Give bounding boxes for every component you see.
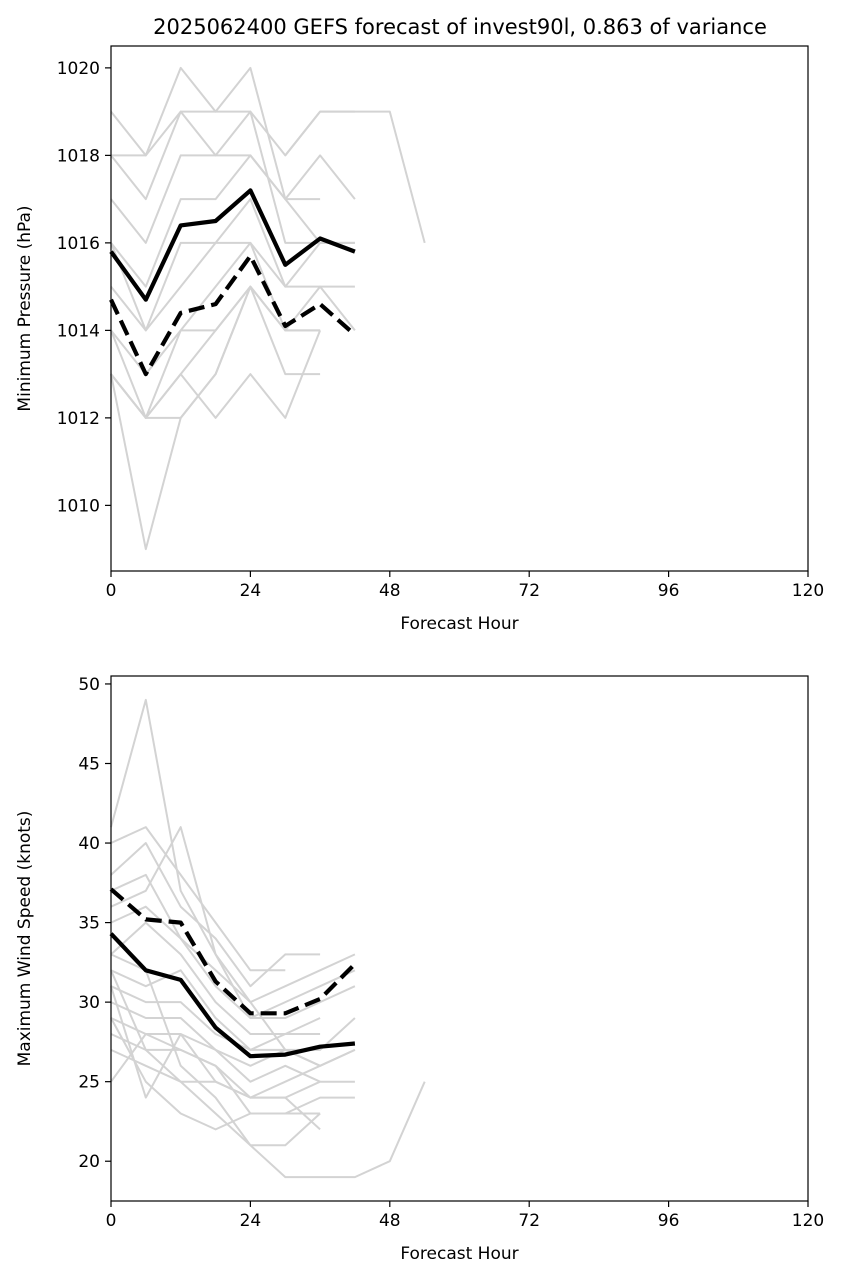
wind-axes-frame [110, 675, 809, 1202]
wind-x-tick-label: 0 [106, 1211, 117, 1231]
pressure-y-ticks: 1010 1012 1014 1016 1018 1020 [57, 59, 111, 516]
wind-summary-lines [109, 887, 357, 1059]
pressure-ensemble-member-line [110, 66, 356, 201]
wind-panel: 0 24 48 72 96 120 20 25 30 35 40 45 50 Forecast Hou… [15, 675, 824, 1264]
pressure-y-tick-label: 1014 [57, 321, 100, 341]
pressure-ensemble-member-line [284, 110, 426, 244]
wind-y-tick-label: 20 [78, 1152, 100, 1172]
pressure-y-tick-label: 1016 [57, 234, 100, 254]
wind-solid-summary-line [109, 932, 356, 1059]
wind-ensemble-member-line [110, 1017, 321, 1131]
pressure-dashed-summary-line [109, 253, 357, 377]
pressure-x-ticks: 0 24 48 72 96 120 [106, 571, 824, 601]
pressure-y-tick-label: 1018 [57, 146, 100, 166]
wind-y-tick-label: 40 [78, 834, 100, 854]
wind-y-ticks: 20 25 30 35 40 45 50 [78, 675, 111, 1172]
wind-y-tick-label: 50 [78, 675, 100, 695]
pressure-x-tick-label: 120 [792, 581, 824, 601]
wind-y-tick-label: 25 [78, 1073, 100, 1093]
pressure-ensemble-member-line [110, 285, 321, 419]
pressure-ensemble-member-line [110, 286, 252, 551]
pressure-y-tick-label: 1020 [57, 59, 100, 79]
wind-ensemble-member-line [110, 873, 356, 1004]
wind-y-axis-label: Maximum Wind Speed (knots) [15, 811, 35, 1067]
wind-dashed-summary-line [109, 887, 357, 1016]
wind-x-tick-label: 72 [518, 1211, 540, 1231]
pressure-ensemble-lines [110, 66, 426, 551]
pressure-y-tick-label: 1010 [57, 496, 100, 516]
wind-ensemble-member-line [110, 905, 356, 1019]
pressure-ensemble-member-line [110, 198, 355, 332]
wind-ensemble-member-line [110, 842, 321, 988]
pressure-solid-summary-line [109, 188, 356, 302]
pressure-ensemble-member-line [110, 330, 322, 419]
pressure-x-tick-label: 96 [658, 581, 680, 601]
wind-ensemble-member-line [110, 826, 356, 1019]
wind-ensemble-lines [110, 698, 426, 1179]
wind-ensemble-member-line [110, 969, 426, 1179]
pressure-ensemble-member-line [110, 241, 355, 332]
pressure-x-tick-label: 48 [379, 581, 401, 601]
wind-x-axis-label: Forecast Hour [400, 1244, 518, 1264]
wind-ensemble-member-line [110, 985, 321, 1131]
pressure-x-axis-label: Forecast Hour [400, 614, 518, 634]
wind-x-tick-label: 48 [379, 1211, 401, 1231]
pressure-ensemble-member-line [110, 154, 321, 288]
wind-ensemble-member-line [110, 1001, 356, 1067]
wind-ensemble-member-line [110, 826, 286, 972]
pressure-summary-lines [109, 188, 357, 377]
pressure-axes-frame [110, 45, 809, 572]
wind-x-ticks: 0 24 48 72 96 120 [106, 1201, 824, 1231]
wind-y-tick-label: 45 [78, 755, 100, 775]
pressure-y-axis-label: Minimum Pressure (hPa) [15, 205, 35, 411]
pressure-ensemble-member-line [110, 285, 356, 419]
pressure-x-tick-label: 0 [106, 581, 117, 601]
wind-y-tick-label: 35 [78, 914, 100, 934]
wind-y-tick-label: 30 [78, 993, 100, 1013]
wind-ensemble-member-line [110, 1033, 356, 1099]
wind-x-tick-label: 120 [792, 1211, 824, 1231]
pressure-panel: 0 24 48 72 96 120 1010 1012 1014 1016 1018 1020 Fo… [15, 45, 824, 634]
wind-x-tick-label: 96 [658, 1211, 680, 1231]
pressure-x-tick-label: 72 [518, 581, 540, 601]
chart-title: 2025062400 GEFS forecast of invest90l, 0… [153, 15, 767, 39]
wind-x-tick-label: 24 [240, 1211, 262, 1231]
wind-ensemble-member-line [110, 969, 321, 1051]
pressure-x-tick-label: 24 [240, 581, 262, 601]
pressure-y-tick-label: 1012 [57, 409, 100, 429]
pressure-ensemble-member-line [110, 285, 321, 419]
